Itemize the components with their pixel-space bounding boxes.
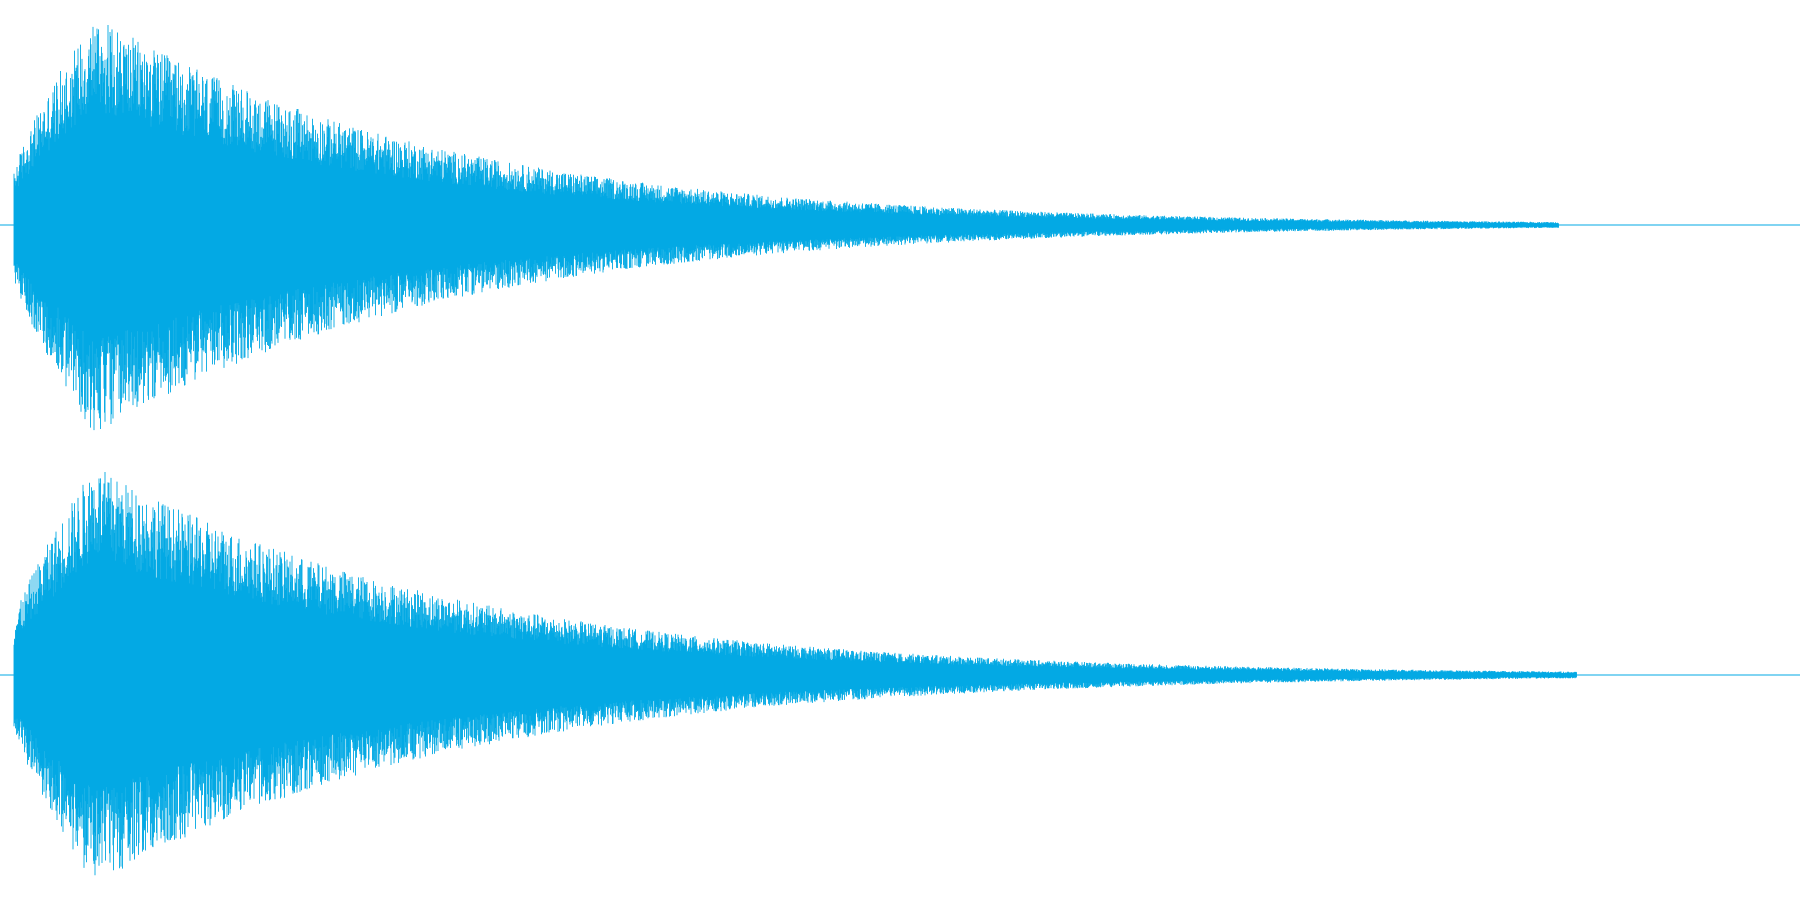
waveform-trace xyxy=(13,472,1577,876)
waveform-channel-2 xyxy=(0,472,1800,876)
waveform-channel-1 xyxy=(0,25,1800,431)
waveform-trace xyxy=(13,25,1559,431)
